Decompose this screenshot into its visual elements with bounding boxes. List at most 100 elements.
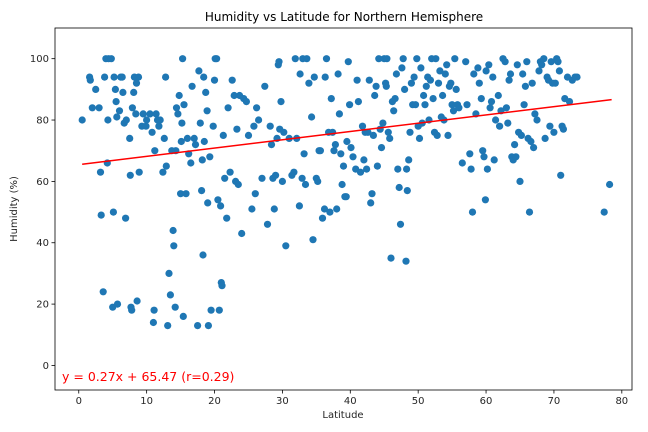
data-point <box>398 64 406 72</box>
data-point <box>541 134 549 142</box>
data-point <box>517 131 526 139</box>
data-point <box>303 55 311 63</box>
data-point <box>330 147 338 155</box>
data-point <box>250 122 258 130</box>
data-point <box>134 73 143 81</box>
x-axis-ticks: 0 10 20 30 40 50 60 70 80 <box>76 390 628 407</box>
data-point <box>382 82 390 90</box>
data-point <box>194 322 202 330</box>
data-point <box>148 128 156 136</box>
data-point <box>166 291 174 299</box>
data-point <box>133 297 141 305</box>
data-point <box>546 122 554 130</box>
data-point <box>223 214 231 222</box>
data-point <box>86 76 94 84</box>
data-point <box>480 153 488 161</box>
data-point <box>119 88 127 96</box>
data-point <box>455 104 463 112</box>
data-point <box>550 128 558 136</box>
data-point <box>417 64 425 72</box>
data-point <box>191 141 200 149</box>
data-point <box>429 95 437 103</box>
data-point <box>489 73 497 81</box>
data-point <box>394 165 402 173</box>
data-point <box>426 76 434 84</box>
data-point <box>150 306 158 314</box>
y-tick-label: 40 <box>36 238 49 249</box>
data-point <box>113 113 121 121</box>
data-point <box>318 214 327 222</box>
y-tick-label: 60 <box>36 177 49 188</box>
x-tick-label: 10 <box>140 396 153 407</box>
data-point <box>434 79 443 87</box>
data-point <box>477 95 485 103</box>
data-point <box>344 58 352 66</box>
data-point <box>452 85 460 93</box>
data-point <box>95 104 103 112</box>
data-point <box>510 141 519 149</box>
data-point <box>420 91 428 100</box>
data-point <box>180 101 188 109</box>
data-point <box>458 159 466 167</box>
data-point <box>104 116 112 124</box>
data-point <box>540 55 548 63</box>
data-point <box>441 70 449 78</box>
data-point <box>162 73 170 81</box>
data-point <box>126 171 134 179</box>
data-point <box>253 104 261 112</box>
data-point <box>502 104 510 112</box>
data-point <box>130 88 138 96</box>
data-point <box>512 153 520 161</box>
data-point <box>396 220 405 228</box>
regression-equation: y = 0.27x + 65.47 (r=0.29) <box>62 369 234 384</box>
data-point <box>451 55 459 63</box>
data-point <box>565 98 574 106</box>
data-point <box>399 55 407 63</box>
data-point <box>169 226 177 235</box>
data-point <box>224 104 232 112</box>
data-point <box>547 58 555 66</box>
data-point <box>349 153 357 161</box>
data-point <box>353 76 361 84</box>
data-point <box>217 202 225 210</box>
data-point <box>375 55 383 63</box>
data-point <box>296 70 304 78</box>
plot-frame <box>54 27 633 391</box>
data-point <box>195 67 203 75</box>
data-point <box>520 101 528 109</box>
data-point <box>178 119 186 127</box>
data-point <box>118 73 126 81</box>
data-point <box>99 288 107 296</box>
data-point <box>309 236 317 244</box>
data-point <box>384 128 392 136</box>
data-point <box>436 67 444 75</box>
data-point <box>447 79 455 87</box>
data-point <box>501 58 509 66</box>
data-point <box>204 199 212 207</box>
data-point <box>266 122 274 130</box>
data-point <box>487 98 496 106</box>
data-point <box>143 116 151 124</box>
data-point <box>179 55 187 63</box>
data-point <box>251 190 259 198</box>
data-point <box>347 144 355 152</box>
data-point <box>267 141 276 149</box>
data-point <box>372 82 380 90</box>
data-point <box>107 55 115 63</box>
data-point <box>298 174 306 182</box>
data-point <box>190 134 198 142</box>
data-point <box>263 220 272 228</box>
data-point <box>606 180 614 189</box>
data-point <box>470 70 478 78</box>
data-point <box>337 150 345 158</box>
data-point <box>128 306 136 314</box>
data-point <box>528 79 536 87</box>
data-point <box>462 58 470 66</box>
data-point <box>96 168 105 176</box>
data-point <box>200 73 208 81</box>
y-axis-label: Humidity (%) <box>9 176 20 242</box>
data-point <box>405 156 413 164</box>
data-point <box>209 122 217 130</box>
data-point <box>415 134 424 142</box>
data-point <box>300 150 308 158</box>
